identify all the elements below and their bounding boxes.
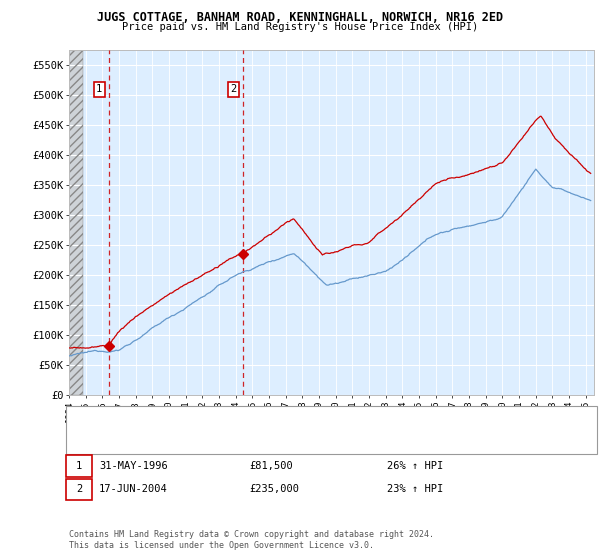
Text: Price paid vs. HM Land Registry's House Price Index (HPI): Price paid vs. HM Land Registry's House … <box>122 22 478 32</box>
Text: JUGS COTTAGE, BANHAM ROAD, KENNINGHALL, NORWICH, NR16 2ED (detached house): JUGS COTTAGE, BANHAM ROAD, KENNINGHALL, … <box>114 416 503 425</box>
Text: ——: —— <box>81 414 96 427</box>
Text: 17-JUN-2004: 17-JUN-2004 <box>99 484 168 494</box>
Text: £81,500: £81,500 <box>249 461 293 471</box>
Text: HPI: Average price, detached house, Breckland: HPI: Average price, detached house, Brec… <box>114 435 350 445</box>
Text: Contains HM Land Registry data © Crown copyright and database right 2024.
This d: Contains HM Land Registry data © Crown c… <box>69 530 434 550</box>
Bar <box>69 50 83 395</box>
Text: 23% ↑ HPI: 23% ↑ HPI <box>387 484 443 494</box>
Text: 31-MAY-1996: 31-MAY-1996 <box>99 461 168 471</box>
Text: 26% ↑ HPI: 26% ↑ HPI <box>387 461 443 471</box>
Text: £235,000: £235,000 <box>249 484 299 494</box>
Text: JUGS COTTAGE, BANHAM ROAD, KENNINGHALL, NORWICH, NR16 2ED: JUGS COTTAGE, BANHAM ROAD, KENNINGHALL, … <box>97 11 503 24</box>
Text: ——: —— <box>81 433 96 446</box>
Bar <box>69 50 83 395</box>
Text: 2: 2 <box>230 85 236 94</box>
Text: 2: 2 <box>76 484 82 494</box>
Text: 1: 1 <box>76 461 82 471</box>
Text: 1: 1 <box>96 85 103 94</box>
